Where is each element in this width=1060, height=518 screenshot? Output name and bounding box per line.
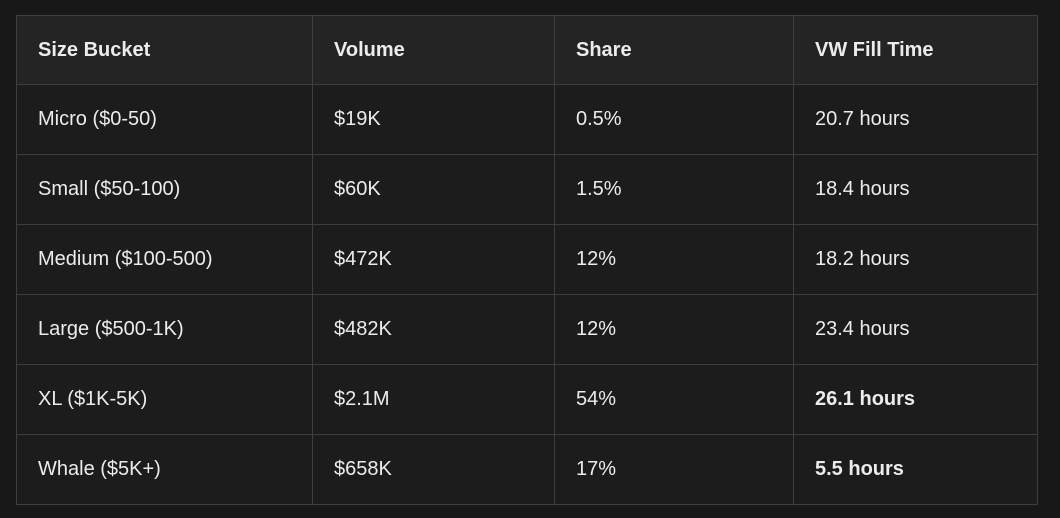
cell-size-bucket: Whale ($5K+) bbox=[16, 434, 313, 505]
table-row-micro: Micro ($0-50) $19K 0.5% 20.7 hours bbox=[16, 84, 1038, 155]
cell-volume: $19K bbox=[312, 84, 555, 155]
column-header-volume: Volume bbox=[312, 15, 555, 85]
cell-share: 12% bbox=[554, 294, 794, 365]
cell-share: 54% bbox=[554, 364, 794, 435]
cell-vw-fill-time: 18.4 hours bbox=[793, 154, 1038, 225]
size-bucket-table: Size Bucket Volume Share VW Fill Time Mi… bbox=[16, 15, 1038, 505]
size-bucket-table-container: Size Bucket Volume Share VW Fill Time Mi… bbox=[16, 15, 1038, 505]
cell-share: 0.5% bbox=[554, 84, 794, 155]
cell-size-bucket: Medium ($100-500) bbox=[16, 224, 313, 295]
cell-share: 17% bbox=[554, 434, 794, 505]
cell-size-bucket: Micro ($0-50) bbox=[16, 84, 313, 155]
column-header-size-bucket: Size Bucket bbox=[16, 15, 313, 85]
column-header-share: Share bbox=[554, 15, 794, 85]
cell-size-bucket: Large ($500-1K) bbox=[16, 294, 313, 365]
cell-volume: $472K bbox=[312, 224, 555, 295]
header-row: Size Bucket Volume Share VW Fill Time bbox=[16, 15, 1038, 85]
cell-vw-fill-time: 26.1 hours bbox=[793, 364, 1038, 435]
table-row-xl: XL ($1K-5K) $2.1M 54% 26.1 hours bbox=[16, 364, 1038, 435]
cell-vw-fill-time: 23.4 hours bbox=[793, 294, 1038, 365]
cell-size-bucket: XL ($1K-5K) bbox=[16, 364, 313, 435]
cell-volume: $658K bbox=[312, 434, 555, 505]
table-row-medium: Medium ($100-500) $472K 12% 18.2 hours bbox=[16, 224, 1038, 295]
table-row-large: Large ($500-1K) $482K 12% 23.4 hours bbox=[16, 294, 1038, 365]
cell-vw-fill-time: 5.5 hours bbox=[793, 434, 1038, 505]
cell-volume: $2.1M bbox=[312, 364, 555, 435]
cell-volume: $60K bbox=[312, 154, 555, 225]
cell-vw-fill-time: 18.2 hours bbox=[793, 224, 1038, 295]
cell-share: 1.5% bbox=[554, 154, 794, 225]
column-header-vw-fill-time: VW Fill Time bbox=[793, 15, 1038, 85]
table-row-whale: Whale ($5K+) $658K 17% 5.5 hours bbox=[16, 434, 1038, 505]
cell-vw-fill-time: 20.7 hours bbox=[793, 84, 1038, 155]
cell-volume: $482K bbox=[312, 294, 555, 365]
cell-size-bucket: Small ($50-100) bbox=[16, 154, 313, 225]
cell-share: 12% bbox=[554, 224, 794, 295]
table-row-small: Small ($50-100) $60K 1.5% 18.4 hours bbox=[16, 154, 1038, 225]
